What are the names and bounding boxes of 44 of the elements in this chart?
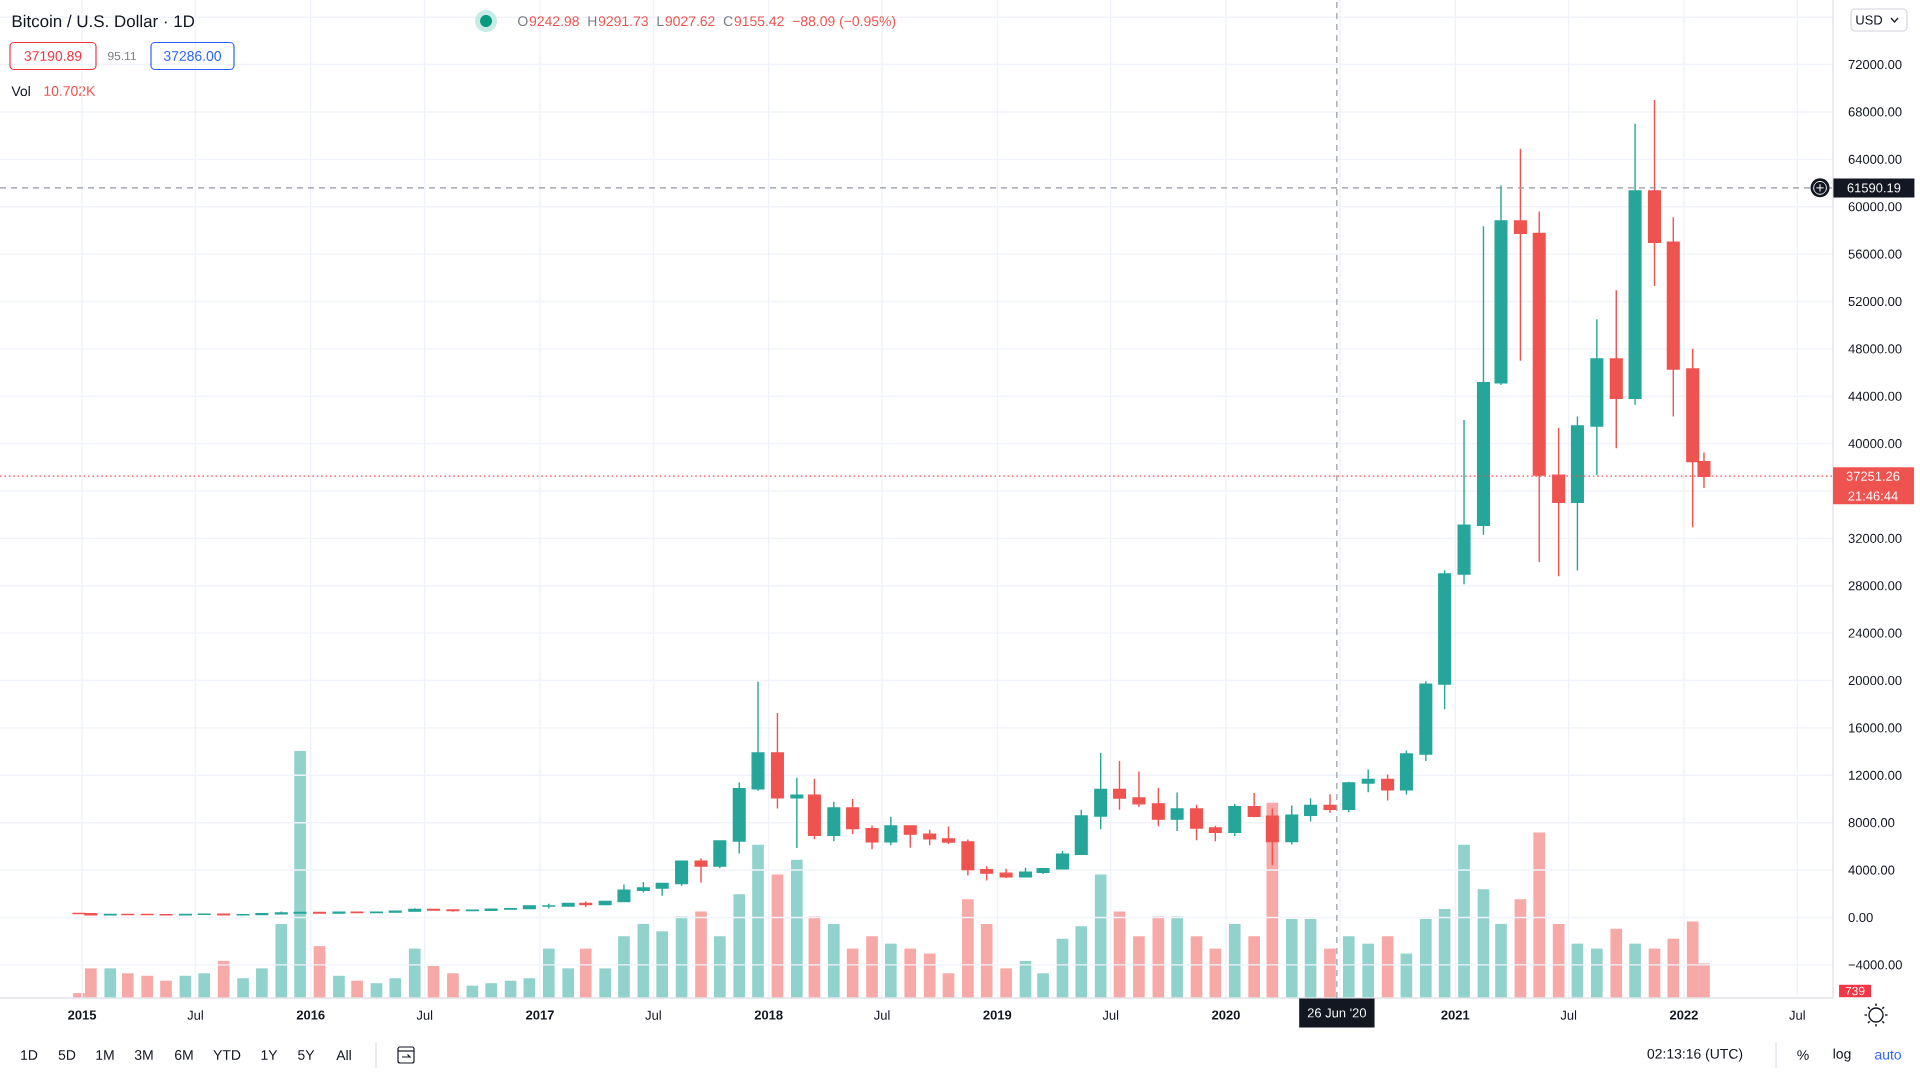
- annotation: C: [723, 16, 733, 27]
- x-tick-label: 2015: [68, 1010, 97, 1020]
- annotation: 37190.89: [24, 51, 82, 61]
- text: USD: [1856, 15, 1883, 25]
- annotation: −88.09 (−0.95%): [792, 15, 896, 29]
- annotation: H: [588, 16, 597, 26]
- annotation: 9027.62: [665, 16, 715, 27]
- text: 5Y: [298, 1050, 315, 1060]
- text: All: [336, 1049, 351, 1061]
- text: Bitcoin / U.S. Dollar · 1D: [12, 14, 195, 28]
- text: 3M: [134, 1050, 153, 1060]
- x-tick-label: Jul: [1102, 1010, 1119, 1020]
- x-tick-label: Jul: [1789, 1010, 1805, 1020]
- annotation: 37286.00: [163, 51, 222, 61]
- text: 1Y: [261, 1050, 278, 1060]
- x-tick-label: Jul: [1560, 1010, 1577, 1020]
- text: 5D: [58, 1050, 76, 1060]
- text: YTD: [213, 1050, 241, 1060]
- annotation: 95.11: [108, 51, 136, 61]
- x-tick-label: 2018: [754, 1010, 783, 1020]
- x-tick-label: 2017: [526, 1010, 554, 1020]
- text: 6M: [175, 1050, 193, 1060]
- text: 1D: [21, 1050, 38, 1060]
- annotation: 9291.73: [598, 16, 648, 27]
- x-tick-label: 2019: [983, 1010, 1012, 1020]
- x-tick-label: 2016: [296, 1010, 325, 1020]
- x-tick-label: 2020: [1212, 1010, 1240, 1020]
- x-tick-label: Jul: [645, 1010, 661, 1020]
- text: 1M: [96, 1050, 114, 1060]
- x-tick-label: Jul: [416, 1010, 433, 1020]
- text: 02:13:16 (UTC): [1647, 1048, 1743, 1062]
- x-tick-label: Jul: [187, 1010, 203, 1020]
- annotation: 9155.42: [734, 16, 784, 27]
- x-tick-label: 2022: [1669, 1010, 1698, 1020]
- annotation: L: [657, 16, 664, 26]
- text: log: [1833, 1048, 1851, 1062]
- text: %: [1797, 1050, 1809, 1060]
- annotation: O: [518, 16, 528, 27]
- text: auto: [1875, 1050, 1901, 1060]
- ref-line-label: 26 Jun '20: [1307, 1008, 1367, 1018]
- annotation: 9242.98: [529, 16, 579, 27]
- x-tick-label: 2021: [1441, 1010, 1470, 1020]
- y-tick-label: 72000.00: [1848, 59, 1902, 70]
- x-tick-label: Jul: [873, 1010, 890, 1020]
